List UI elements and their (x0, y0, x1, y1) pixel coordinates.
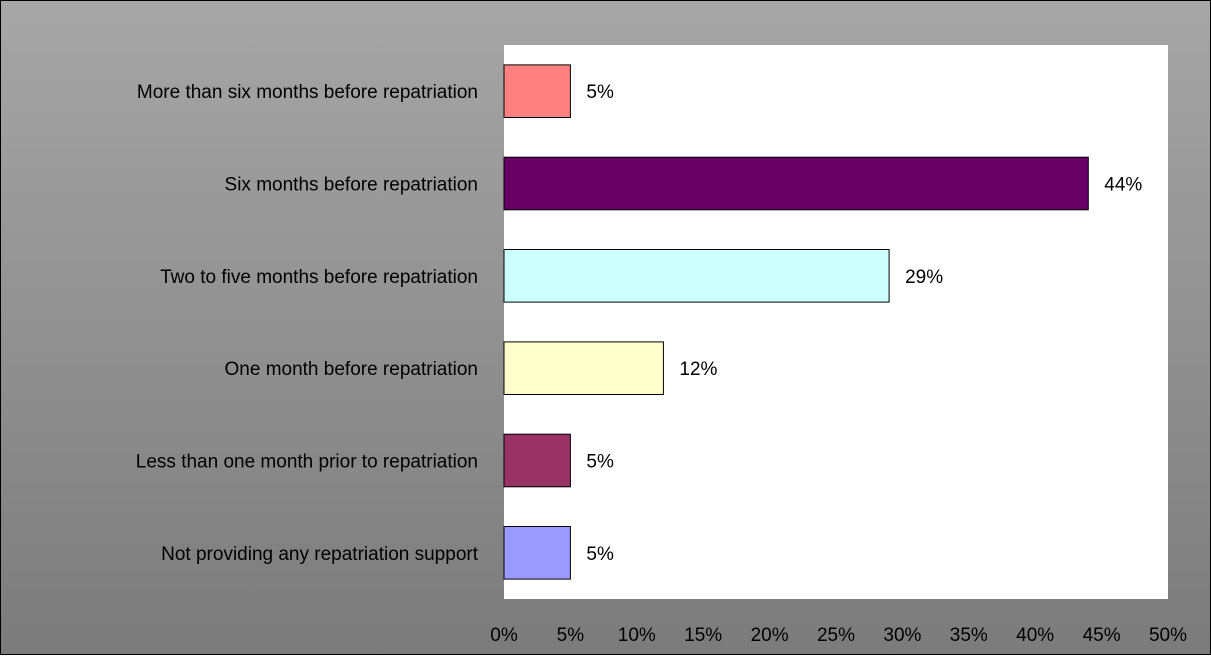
x-tick-label-5: 25% (817, 625, 855, 646)
x-tick-label-0: 0% (490, 625, 518, 646)
bar-4 (503, 341, 664, 395)
bar-1 (503, 64, 571, 118)
x-tick-label-1: 5% (557, 625, 585, 646)
bar-3 (503, 249, 890, 303)
x-tick-label-9: 45% (1083, 625, 1121, 646)
value-label-1: 5% (586, 82, 614, 103)
value-label-2: 44% (1104, 175, 1142, 196)
value-label-4: 12% (679, 359, 717, 380)
value-label-5: 5% (586, 452, 614, 473)
x-tick-label-8: 40% (1016, 625, 1054, 646)
x-tick-label-3: 15% (684, 625, 722, 646)
category-label-3: Two to five months before repatriation (160, 267, 478, 288)
value-label-3: 29% (905, 267, 943, 288)
category-label-1: More than six months before repatriation (137, 82, 478, 103)
x-tick-label-2: 10% (618, 625, 656, 646)
x-tick-label-6: 30% (883, 625, 921, 646)
bar-2 (503, 156, 1089, 211)
value-label-6: 5% (586, 544, 614, 565)
category-label-6: Not providing any repatriation support (161, 544, 479, 565)
x-tick-label-7: 35% (950, 625, 988, 646)
bar-6 (503, 526, 571, 580)
category-label-5: Less than one month prior to repatriatio… (136, 452, 478, 473)
x-axis-tick-labels: 0% 5% 10% 15% 20% 25% 30% 35% 40% 45% 50% (490, 625, 1187, 646)
plot-area (504, 45, 1168, 599)
bars-group (503, 64, 1089, 580)
bar-5 (503, 433, 571, 488)
category-label-2: Six months before repatriation (225, 175, 478, 196)
category-labels: More than six months before repatriation… (136, 82, 479, 565)
category-label-4: One month before repatriation (225, 359, 479, 380)
x-tick-label-4: 20% (751, 625, 789, 646)
value-labels: 5% 44% 29% 12% 5% 5% (586, 82, 1142, 565)
x-tick-label-10: 50% (1149, 625, 1187, 646)
